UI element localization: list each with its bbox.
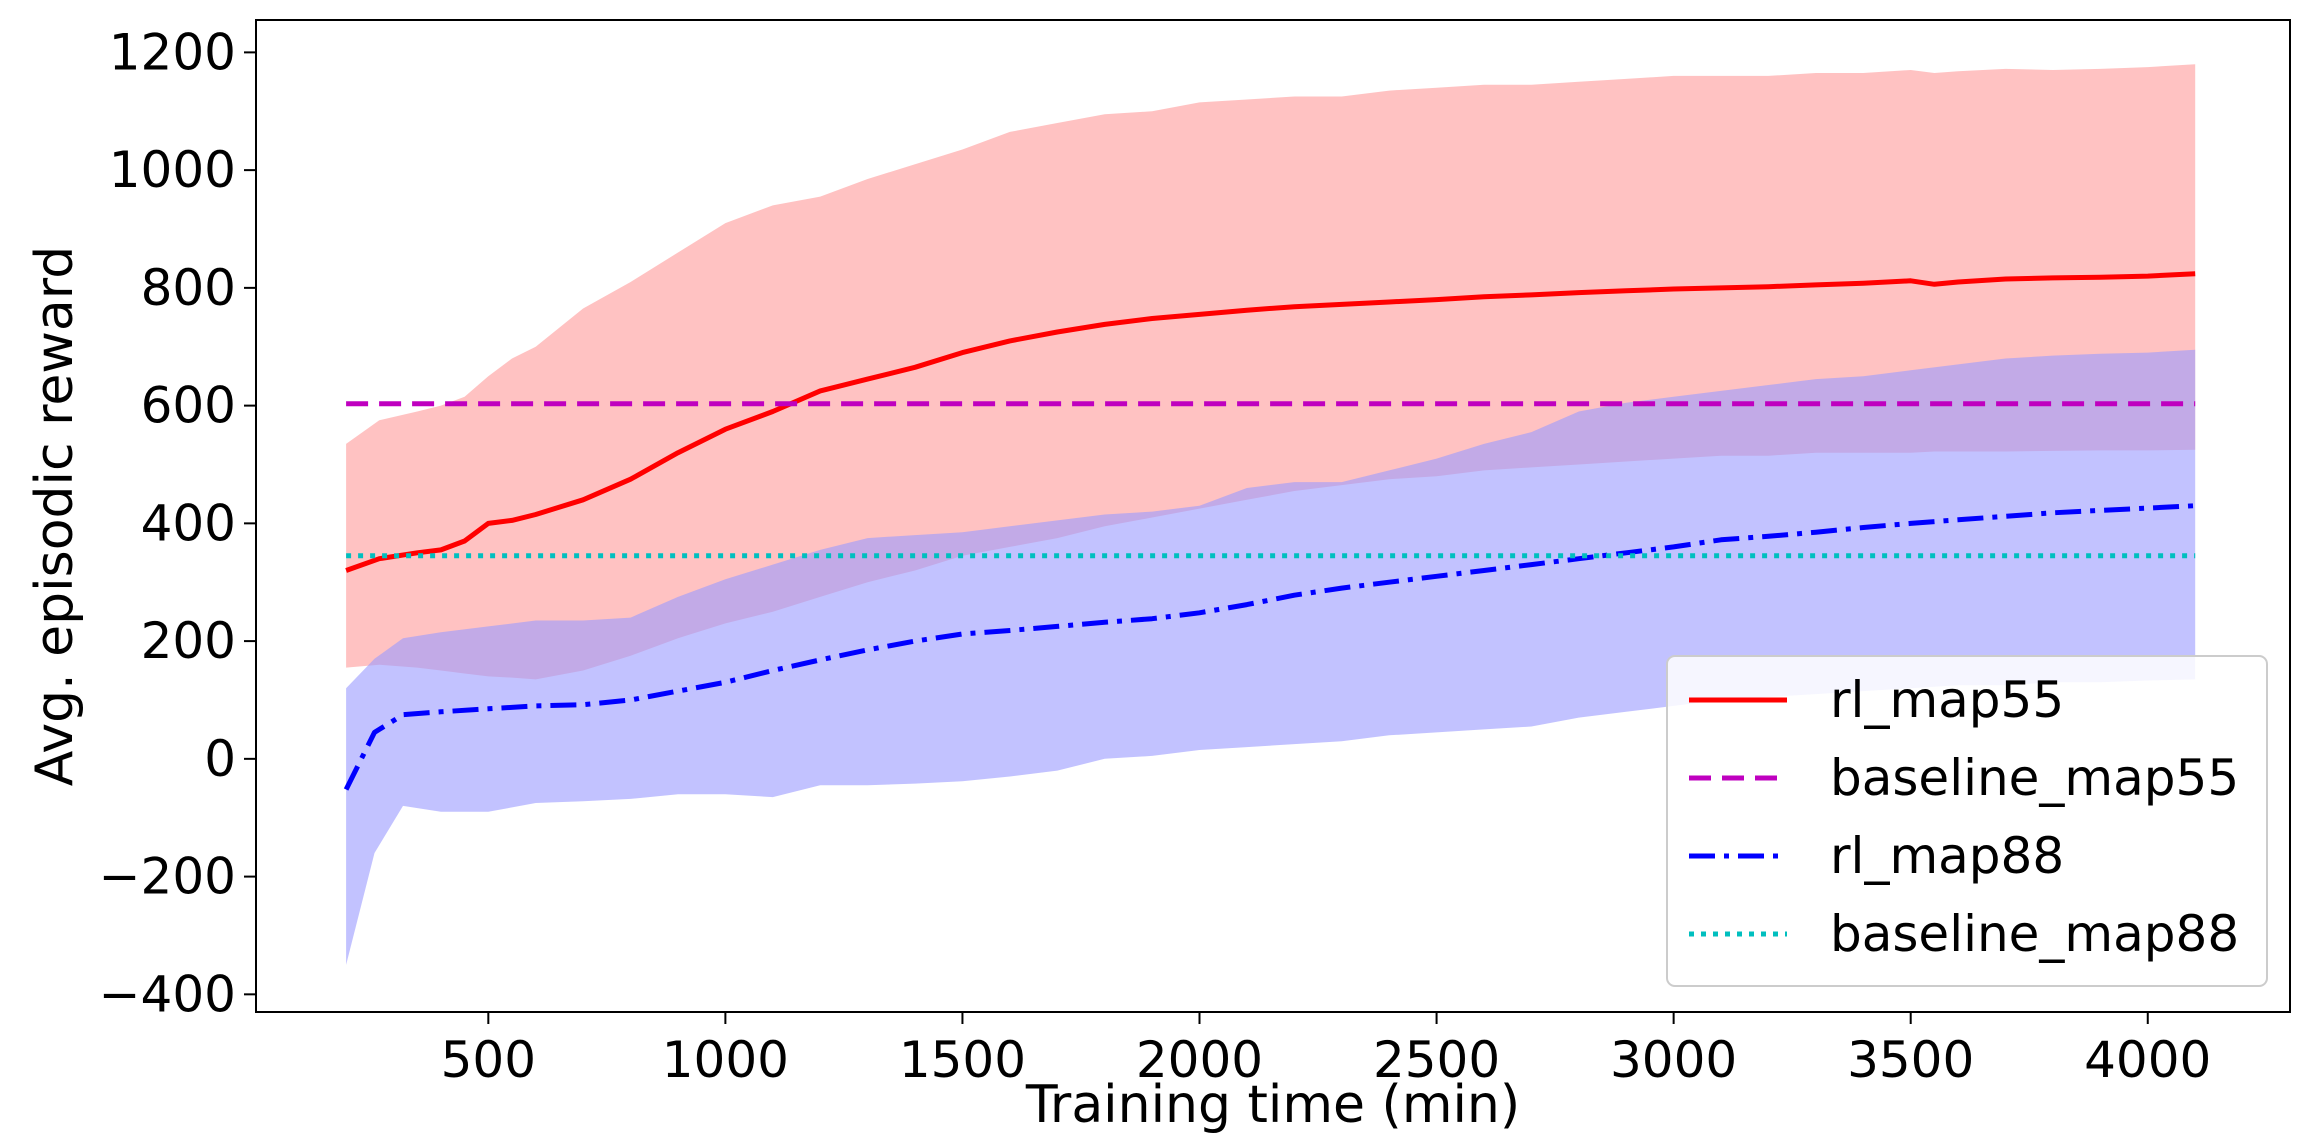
x-tick-label: 1500 bbox=[899, 1031, 1026, 1089]
y-axis-ticks: −400 −200 0 200 400 600 800 1000 1200 bbox=[99, 23, 256, 1023]
series-lines bbox=[343, 271, 2196, 791]
line-rl-map88 bbox=[343, 503, 2196, 791]
x-tick-label: 3000 bbox=[1610, 1031, 1737, 1089]
confidence-bands bbox=[346, 64, 2196, 965]
y-tick-label: 600 bbox=[141, 377, 236, 435]
y-tick-label: 400 bbox=[141, 494, 236, 552]
x-tick-label: 2500 bbox=[1373, 1031, 1500, 1089]
y-axis-label: Avg. episodic reward bbox=[25, 246, 85, 786]
line-rl-map55 bbox=[345, 271, 2196, 573]
band-rl-map55 bbox=[346, 64, 2196, 680]
x-tick-label: 500 bbox=[441, 1031, 536, 1089]
y-tick-label: 800 bbox=[141, 259, 236, 317]
y-tick-label: −400 bbox=[99, 965, 236, 1023]
x-tick-label: 1000 bbox=[662, 1031, 789, 1089]
y-tick-label: 1200 bbox=[109, 23, 236, 81]
legend-label-baseline-map55: baseline_map55 bbox=[1830, 749, 2239, 807]
legend-label-rl-map88: rl_map88 bbox=[1830, 827, 2064, 885]
legend-label-rl-map55: rl_map55 bbox=[1830, 671, 2064, 729]
x-axis-label: Training time (min) bbox=[1025, 1075, 1520, 1135]
y-tick-label: 200 bbox=[141, 612, 236, 670]
x-tick-label: 4000 bbox=[2084, 1031, 2211, 1089]
legend-box bbox=[1666, 655, 2268, 987]
band-rl-map88 bbox=[346, 349, 2196, 965]
x-tick-label: 2000 bbox=[1136, 1031, 1263, 1089]
y-tick-label: 1000 bbox=[109, 141, 236, 199]
y-tick-label: −200 bbox=[99, 848, 236, 906]
legend: rl_map55 baseline_map55 rl_map88 baseline_m… bbox=[1666, 655, 2268, 987]
y-tick-label: 0 bbox=[204, 730, 236, 788]
legend-label-baseline-map88: baseline_map88 bbox=[1830, 905, 2239, 963]
x-tick-label: 3500 bbox=[1847, 1031, 1974, 1089]
plot-frame bbox=[255, 19, 2291, 1013]
x-axis-ticks: 500 1000 1500 2000 2500 3000 3500 4000 bbox=[441, 1012, 2211, 1089]
